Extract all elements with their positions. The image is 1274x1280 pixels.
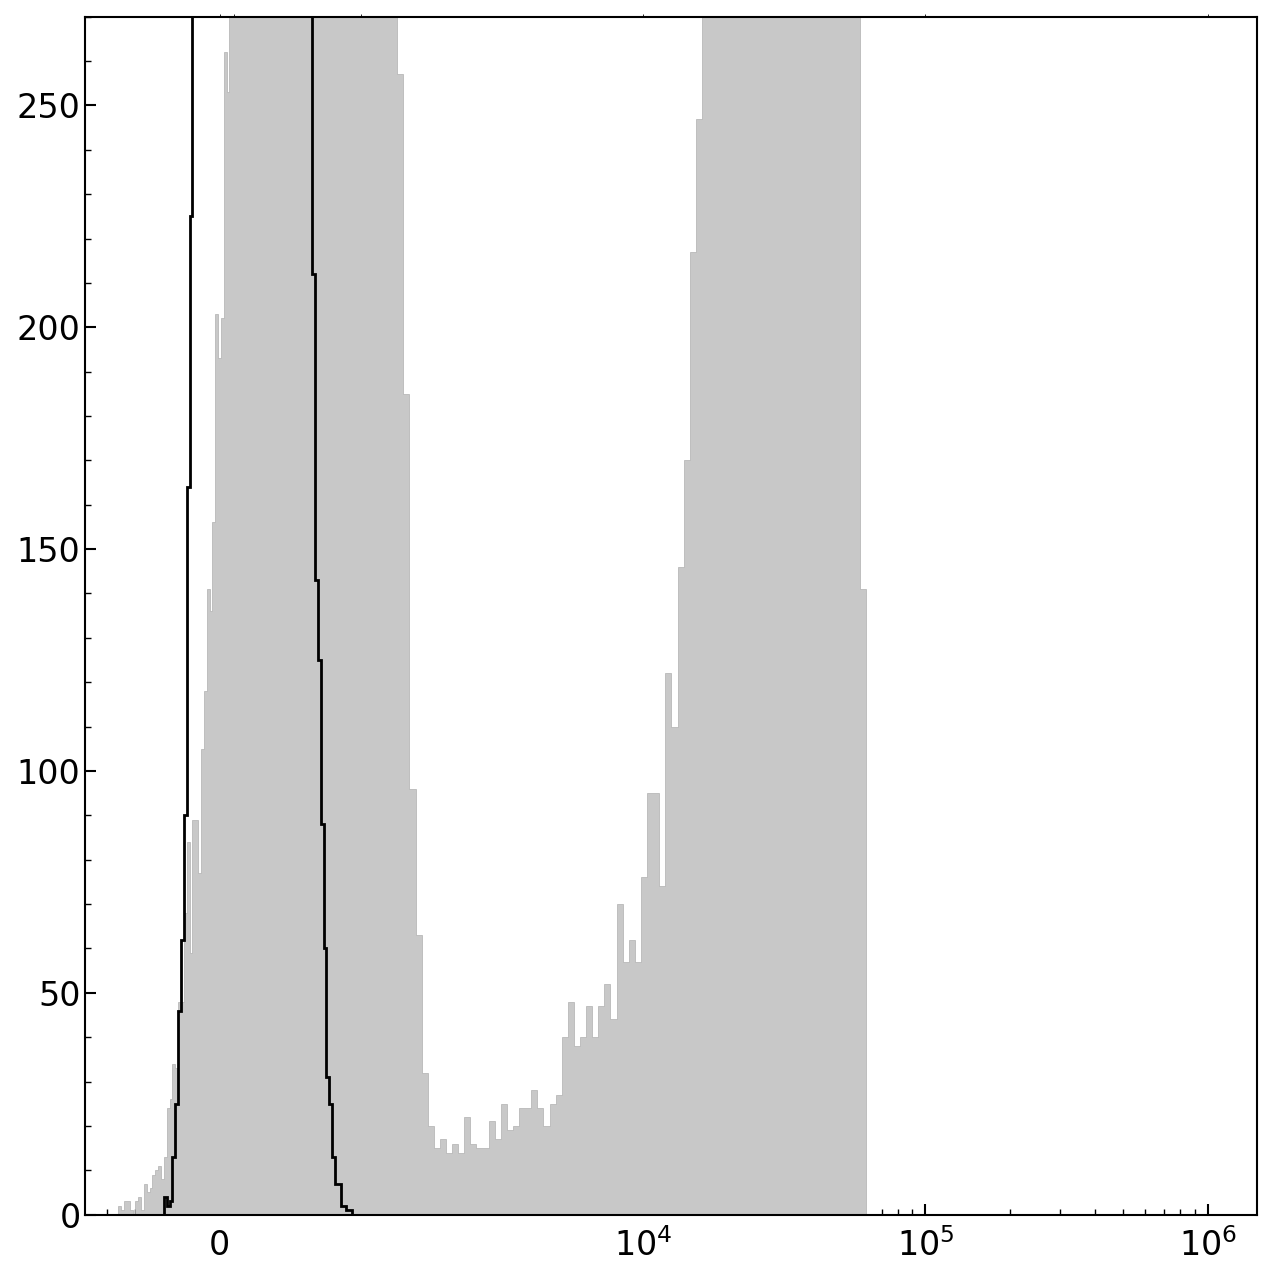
Polygon shape	[78, 0, 1208, 1215]
